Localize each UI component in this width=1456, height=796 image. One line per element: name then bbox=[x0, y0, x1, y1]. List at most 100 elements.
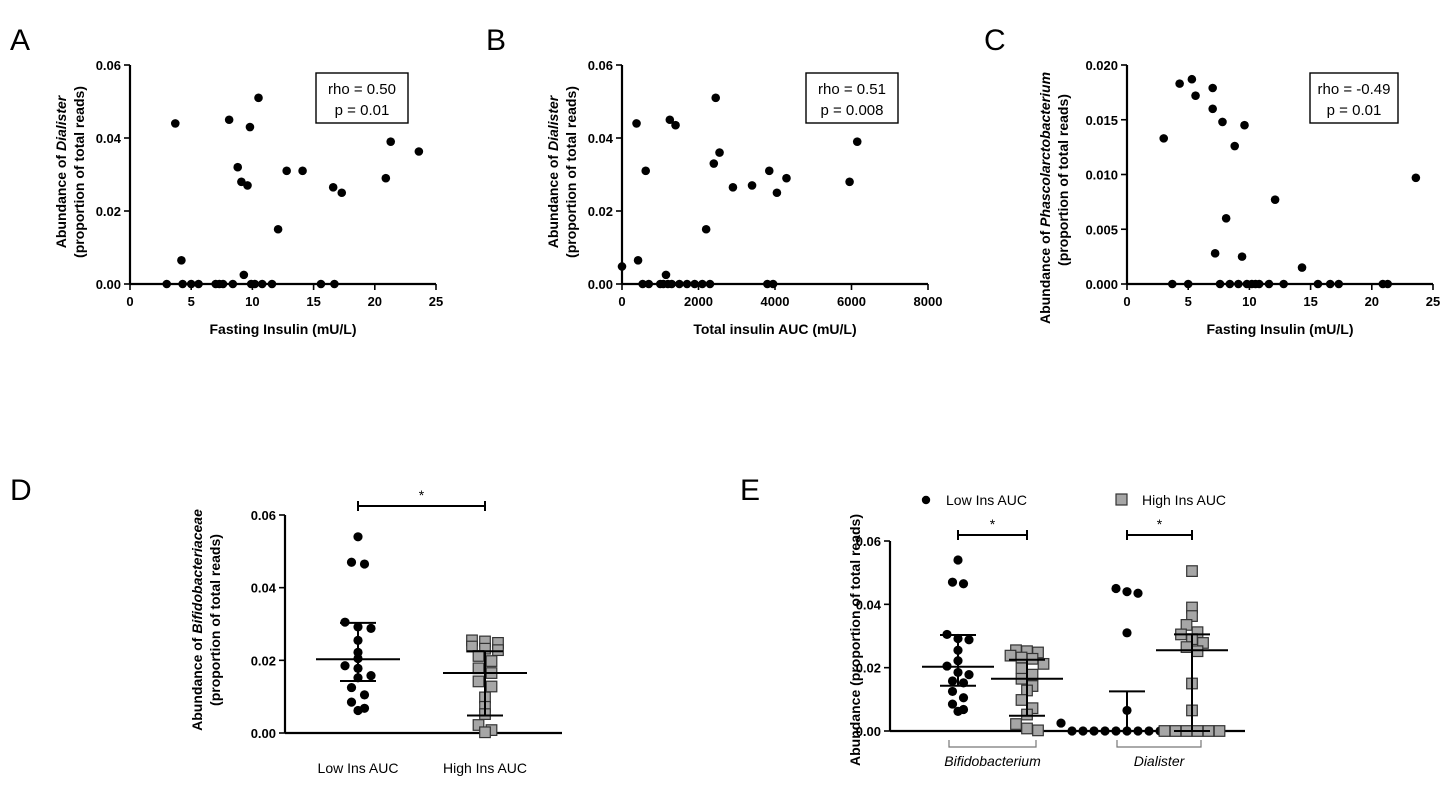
data-point bbox=[162, 279, 172, 289]
data-point bbox=[386, 137, 396, 146]
x-tick-label: 2000 bbox=[684, 294, 713, 309]
data-point bbox=[316, 279, 326, 289]
data-point bbox=[958, 579, 969, 589]
data-point bbox=[1067, 726, 1077, 736]
x-tick-label: 0 bbox=[1123, 294, 1130, 309]
data-point bbox=[479, 726, 491, 739]
category-label: High Ins AUC bbox=[443, 760, 527, 776]
x-tick-label: 15 bbox=[1303, 294, 1317, 309]
x-axis-label-b: Total insulin AUC (mU/L) bbox=[693, 321, 856, 337]
y-axis-label-b: Abundance of Dialister bbox=[545, 94, 561, 248]
x-axis-label-c: Fasting Insulin (mU/L) bbox=[1207, 321, 1354, 337]
category-label: Dialister bbox=[1134, 753, 1186, 769]
data-point bbox=[682, 279, 692, 289]
legend-marker-low bbox=[921, 495, 931, 505]
data-point bbox=[701, 224, 711, 234]
stat-p-b: p = 0.008 bbox=[821, 102, 884, 119]
data-point bbox=[1279, 279, 1288, 289]
y-tick-label: 0.04 bbox=[251, 581, 277, 596]
data-point bbox=[782, 173, 791, 183]
x-tick-label: 10 bbox=[1242, 294, 1256, 309]
panel-c: C Abundance of Phascolarctobacterium (pr… bbox=[984, 24, 1440, 337]
data-point bbox=[1015, 651, 1028, 664]
y-tick-label: 0.010 bbox=[1085, 168, 1118, 183]
category-label: Bifidobacterium bbox=[944, 753, 1041, 769]
data-point bbox=[661, 270, 671, 280]
panel-a: A Abundance of Dialister (proportion of … bbox=[10, 24, 443, 337]
significance-marker: * bbox=[1157, 516, 1163, 532]
x-tick-label: 0 bbox=[126, 294, 133, 309]
data-point bbox=[705, 279, 715, 289]
data-point bbox=[671, 120, 680, 130]
y-axis-label-line2-b: (proportion of total reads) bbox=[563, 86, 579, 258]
y-tick-label: 0.02 bbox=[251, 653, 276, 668]
data-point bbox=[485, 680, 498, 693]
panel-label-a: A bbox=[10, 24, 30, 57]
y-tick-label: 0.00 bbox=[588, 277, 613, 292]
data-point bbox=[353, 532, 363, 542]
data-point bbox=[257, 279, 267, 289]
panel-label-e: E bbox=[740, 474, 760, 507]
data-point bbox=[947, 676, 958, 686]
x-tick-label: 10 bbox=[245, 294, 259, 309]
data-point bbox=[1240, 120, 1249, 130]
y-axis-label-line2-c: (proportion of total reads) bbox=[1055, 94, 1071, 266]
data-point bbox=[1010, 718, 1022, 730]
stat-rho-b: rho = 0.51 bbox=[818, 81, 886, 98]
data-point bbox=[698, 279, 707, 289]
data-point bbox=[243, 181, 252, 190]
data-point bbox=[485, 655, 498, 667]
data-point bbox=[1264, 279, 1274, 289]
data-point bbox=[665, 115, 675, 125]
data-point bbox=[1210, 249, 1220, 258]
x-tick-label: 20 bbox=[1365, 294, 1379, 309]
data-point bbox=[1334, 279, 1344, 289]
y-tick-label: 0.06 bbox=[588, 58, 613, 73]
data-point bbox=[359, 690, 370, 700]
stat-rho-c: rho = -0.49 bbox=[1318, 81, 1391, 98]
data-point bbox=[1159, 134, 1169, 143]
data-point bbox=[1237, 252, 1247, 261]
data-point bbox=[947, 577, 958, 587]
significance-marker: * bbox=[990, 516, 996, 532]
panel-b: B Abundance of Dialister (proportion of … bbox=[486, 24, 942, 337]
data-point bbox=[845, 177, 854, 187]
significance-marker: * bbox=[419, 487, 425, 503]
data-point bbox=[1032, 724, 1044, 737]
data-point bbox=[1021, 722, 1033, 735]
data-point bbox=[1383, 279, 1393, 289]
data-point bbox=[1213, 725, 1226, 737]
data-point bbox=[617, 262, 627, 271]
data-point bbox=[282, 166, 291, 176]
data-point bbox=[1270, 195, 1280, 204]
data-point bbox=[1133, 588, 1143, 598]
data-point bbox=[218, 279, 228, 289]
data-point bbox=[224, 115, 234, 125]
y-tick-label: 0.00 bbox=[856, 724, 881, 739]
panel-d: D Abundance of Bifidobacteriaceae (propo… bbox=[10, 474, 562, 776]
data-point bbox=[177, 255, 186, 265]
data-point bbox=[1187, 74, 1197, 84]
panel-label-b: B bbox=[486, 24, 506, 57]
data-point bbox=[228, 279, 238, 289]
panel-label-d: D bbox=[10, 474, 32, 507]
x-tick-label: 25 bbox=[429, 294, 443, 309]
y-tick-label: 0.000 bbox=[1085, 277, 1118, 292]
data-point bbox=[245, 122, 255, 132]
data-point bbox=[1411, 173, 1421, 183]
data-point bbox=[1015, 662, 1028, 675]
x-tick-label: 5 bbox=[1185, 294, 1192, 309]
stat-box-b bbox=[805, 72, 899, 124]
data-point bbox=[953, 706, 963, 716]
y-tick-label: 0.005 bbox=[1085, 222, 1118, 237]
y-tick-label: 0.04 bbox=[96, 131, 122, 146]
y-axis-label-a: Abundance of Dialister bbox=[53, 94, 69, 248]
data-point bbox=[1297, 263, 1307, 272]
data-point bbox=[747, 181, 757, 190]
data-point bbox=[267, 279, 277, 289]
data-point bbox=[340, 661, 350, 671]
data-point bbox=[239, 270, 249, 280]
data-point bbox=[170, 119, 180, 128]
y-tick-label: 0.02 bbox=[96, 204, 121, 219]
data-point bbox=[764, 166, 774, 176]
